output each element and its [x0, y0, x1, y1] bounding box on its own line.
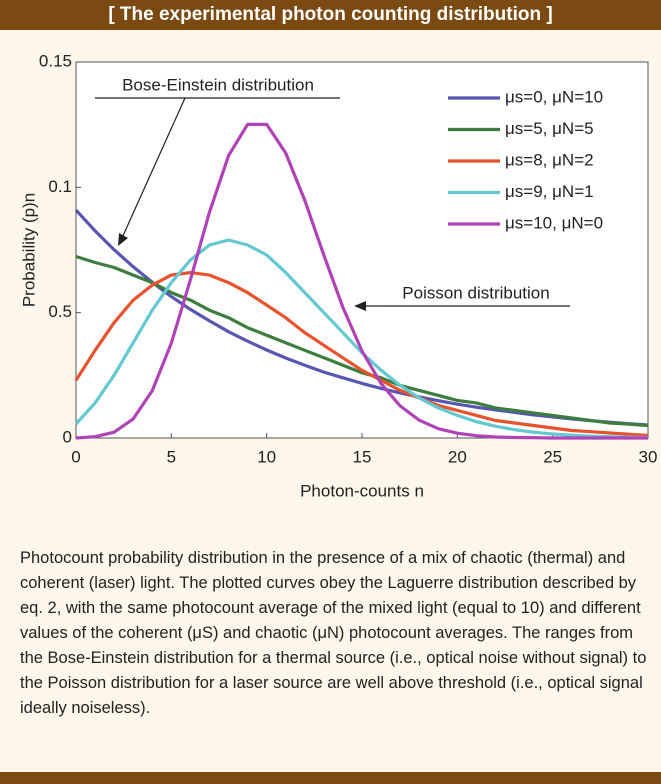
annotation: Poisson distribution [402, 283, 549, 302]
x-tick-label: 25 [543, 447, 562, 466]
chart: Bose-Einstein distribution Poisson distr… [19, 51, 658, 500]
plot-frame [75, 61, 649, 439]
legend-label: μs=5, μN=5 [505, 119, 594, 138]
arrow-head [118, 233, 128, 246]
y-tick-label: 0.1 [48, 177, 72, 196]
y-tick-label: 0.15 [39, 51, 72, 70]
x-tick-label: 10 [257, 447, 276, 466]
caption: Photocount probability distribution in t… [20, 549, 647, 717]
series-line [75, 254, 649, 428]
arrow-head [354, 301, 366, 311]
legend-label: μs=10, μN=0 [505, 213, 603, 232]
y-axis-label: Probability (p)n [19, 193, 38, 307]
y-tick-label: 0.5 [48, 302, 72, 321]
series-line [74, 271, 649, 438]
x-axis-label: Photon-counts n [300, 481, 424, 500]
series-line [75, 122, 648, 440]
footer-bar [0, 772, 661, 784]
x-tick-label: 0 [71, 447, 80, 466]
x-tick-label: 20 [448, 447, 467, 466]
legend-label: μs=9, μN=1 [505, 182, 594, 201]
x-tick-label: 5 [167, 447, 176, 466]
legend-label: μs=8, μN=2 [505, 150, 594, 169]
annotation-arrow [121, 97, 186, 239]
legend-label: μs=0, μN=10 [505, 87, 603, 106]
x-tick-label: 15 [353, 447, 372, 466]
x-tick-label: 30 [639, 447, 658, 466]
header-title: [ The experimental photon counting distr… [0, 0, 661, 30]
annotation: Bose-Einstein distribution [122, 75, 314, 94]
y-tick-label: 0 [63, 427, 72, 446]
